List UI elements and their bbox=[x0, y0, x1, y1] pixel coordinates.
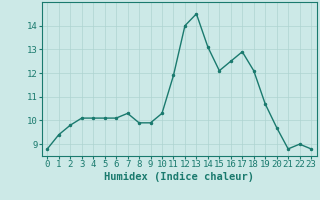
X-axis label: Humidex (Indice chaleur): Humidex (Indice chaleur) bbox=[104, 172, 254, 182]
